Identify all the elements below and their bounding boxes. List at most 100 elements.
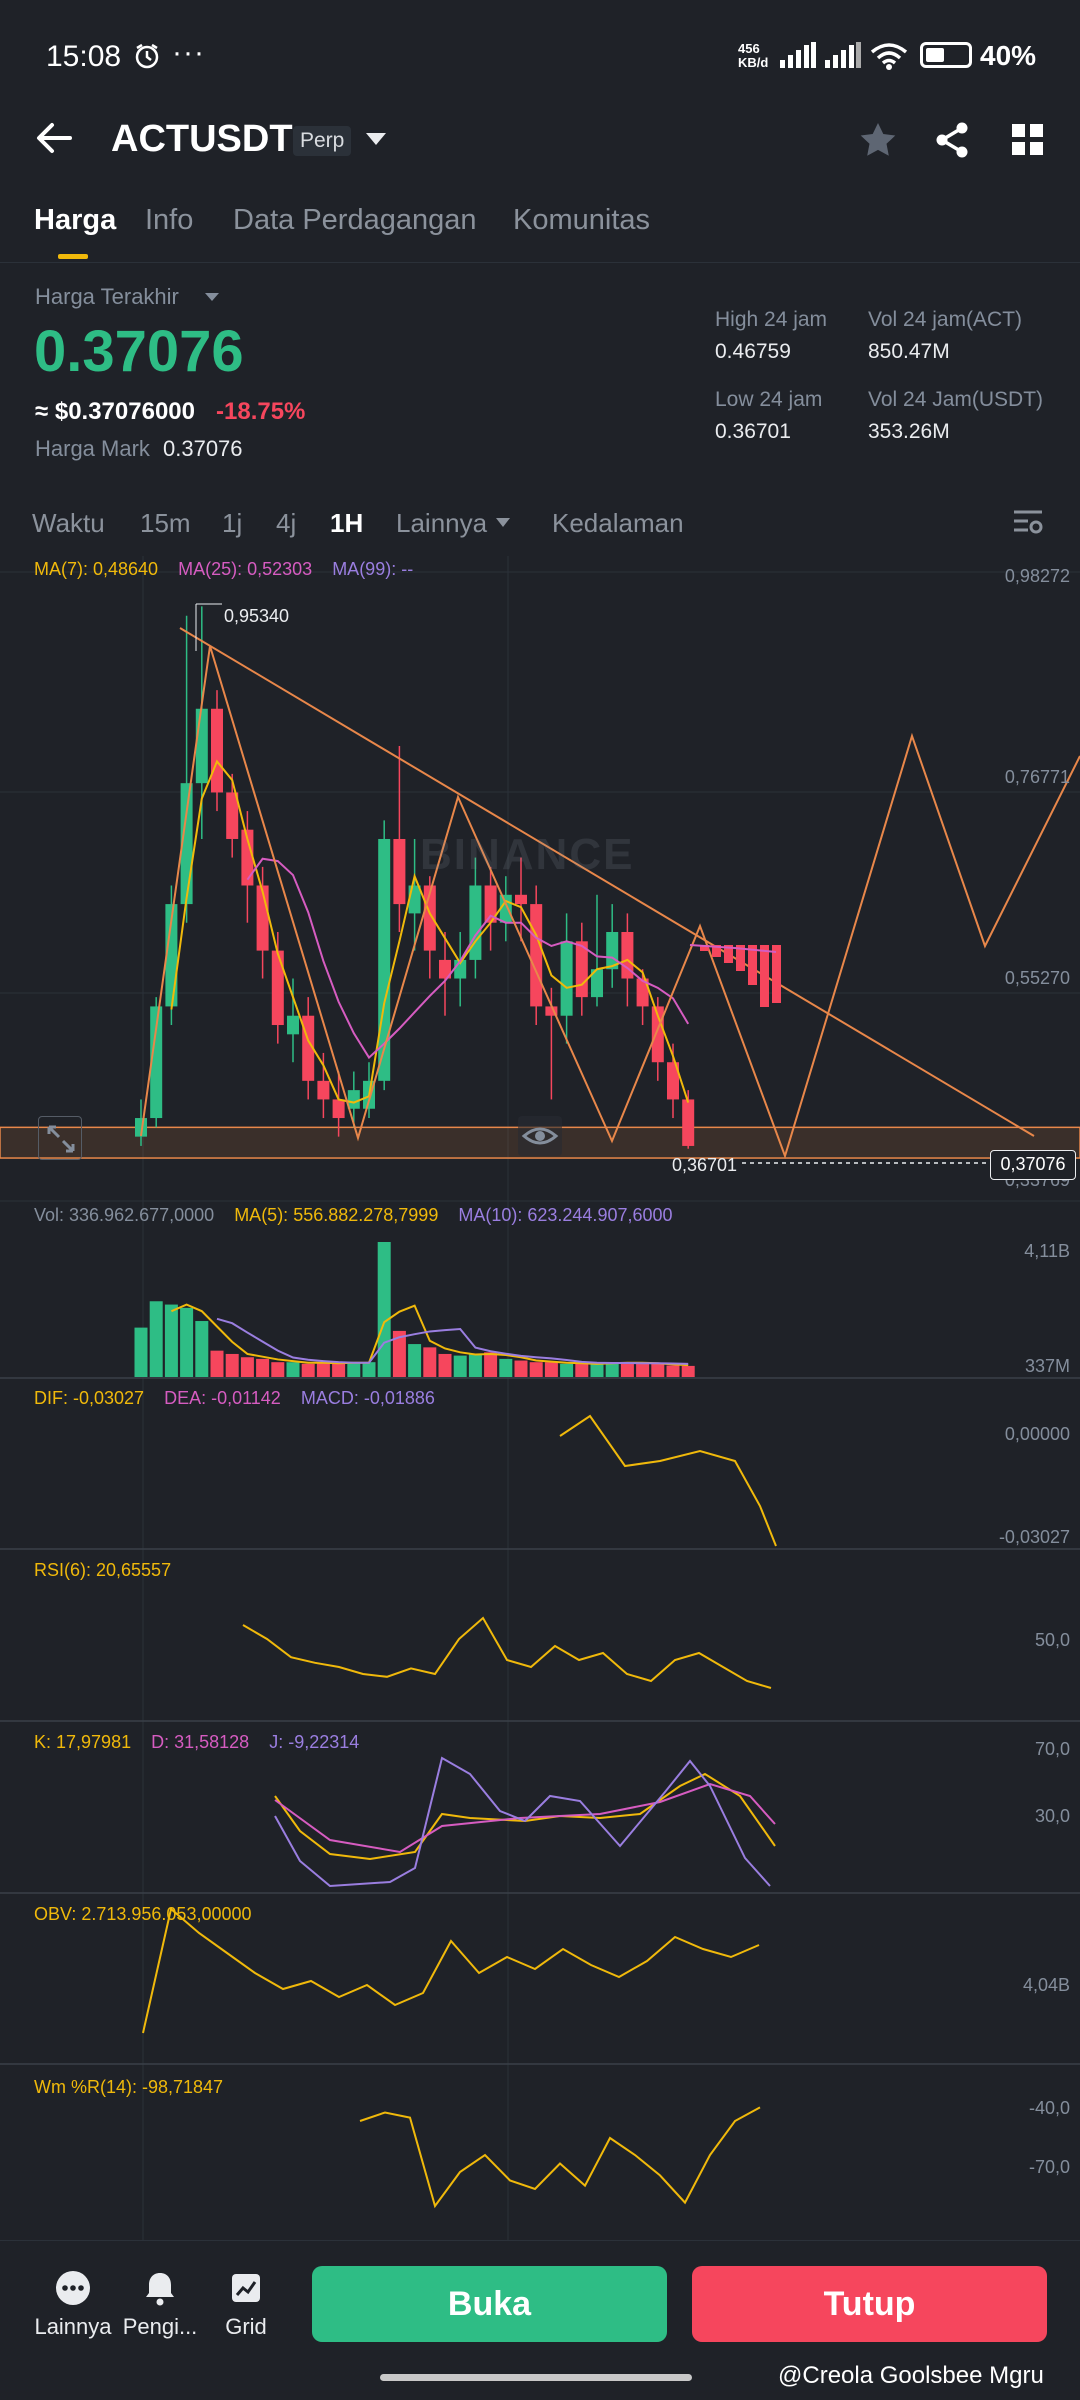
low-24h-value: 0.36701	[715, 420, 791, 443]
tf-1j[interactable]: 1j	[222, 508, 243, 538]
candle-body	[575, 941, 588, 998]
tf-lainnya[interactable]: Lainnya	[396, 508, 488, 538]
attribution-watermark: @Creola Goolsbee Mgru	[778, 2362, 1044, 2389]
volume-bar	[484, 1352, 498, 1377]
volume-bar	[651, 1363, 665, 1377]
share-icon[interactable]	[932, 120, 972, 160]
ma-legend: MA(7): 0,48640 MA(25): 0,52303 MA(99): -…	[34, 559, 413, 580]
axis-vol-1: 337M	[1024, 1356, 1070, 1376]
volume-bar	[164, 1304, 178, 1377]
volume-bar	[149, 1301, 163, 1377]
volume-bar	[210, 1350, 224, 1377]
volume-bar	[377, 1242, 391, 1377]
tf-4j[interactable]: 4j	[276, 508, 297, 538]
vol-ma5-label: MA(5): 556.882.278,7999	[234, 1205, 439, 1225]
nav-lainnya[interactable]: Lainnya	[25, 2268, 121, 2340]
wr-label: Wm %R(14): -98,71847	[34, 2077, 224, 2097]
candle-body	[636, 978, 649, 1007]
expand-icon[interactable]	[38, 1116, 82, 1160]
grid-trading-icon	[232, 2274, 260, 2302]
j-line	[274, 1756, 771, 1888]
candle-body	[484, 885, 497, 923]
volume-bar	[134, 1327, 148, 1377]
volume-bar	[544, 1362, 558, 1377]
candle-body	[241, 829, 254, 886]
vol-act-label: Vol 24 jam(ACT)	[868, 308, 1023, 331]
nav-pengingat-label: Pengi...	[122, 2314, 198, 2339]
candle-body	[332, 1099, 345, 1119]
nav-pengingat[interactable]: Pengi...	[112, 2268, 208, 2340]
vol-ma10-line	[216, 1317, 689, 1365]
nav-grid[interactable]: Grid	[198, 2268, 294, 2340]
candle-body	[271, 950, 284, 1026]
volume-bar	[453, 1355, 467, 1377]
chevron-down-icon[interactable]	[496, 518, 510, 527]
candle-body	[439, 959, 451, 979]
buka-button[interactable]: Buka	[312, 2266, 667, 2342]
tf-1h[interactable]: 1H	[330, 508, 364, 538]
chevron-down-icon[interactable]	[205, 293, 219, 301]
volume-bar	[620, 1362, 634, 1377]
rsi-legend: RSI(6): 20,65557	[34, 1560, 171, 1581]
grid-icon[interactable]	[1008, 120, 1048, 160]
axis-price-1: 0,76771	[1004, 767, 1070, 787]
ma7-label: MA(7): 0,48640	[34, 559, 159, 579]
tf-waktu[interactable]: Waktu	[32, 508, 105, 538]
kdj-legend: K: 17,97981 D: 31,58128 J: -9,22314	[34, 1732, 359, 1753]
candle-body	[545, 1006, 558, 1016]
ma99-label: MA(99): --	[332, 559, 414, 579]
tf-kedalaman[interactable]: Kedalaman	[552, 508, 684, 538]
candle-body	[393, 838, 406, 905]
vol-label: Vol: 336.962.677,0000	[34, 1205, 215, 1225]
zigzag-trendline	[140, 645, 1080, 1160]
tab-data-perdagangan[interactable]: Data Perdagangan	[233, 204, 477, 236]
tab-active-indicator	[58, 254, 88, 259]
nav-lainnya-label: Lainnya	[34, 2314, 112, 2339]
d-label: D: 31,58128	[151, 1732, 250, 1752]
tab-komunitas[interactable]: Komunitas	[513, 204, 651, 236]
candle-body	[667, 1062, 679, 1100]
axis-wr-0: -40,0	[1028, 2098, 1070, 2118]
current-price-tag[interactable]: 0,37076	[990, 1150, 1076, 1180]
star-icon[interactable]	[858, 120, 898, 160]
symbol-title[interactable]: ACTUSDT	[111, 118, 293, 160]
eye-icon[interactable]	[518, 1116, 562, 1156]
high-24h-label: High 24 jam	[715, 308, 828, 331]
macd-histogram-bar	[748, 945, 757, 985]
chart-settings-icon[interactable]	[1012, 508, 1044, 538]
volume-bar	[256, 1358, 270, 1377]
wr-line	[359, 2106, 761, 2209]
tab-info[interactable]: Info	[145, 204, 194, 236]
wifi-icon	[870, 43, 908, 70]
back-arrow-icon[interactable]	[34, 118, 74, 158]
last-price-label[interactable]: Harga Terakhir	[35, 284, 179, 309]
volume-bar	[423, 1347, 437, 1377]
candle-body	[347, 1090, 360, 1109]
dif-line	[559, 1414, 777, 1547]
candle-body	[135, 1118, 147, 1137]
macd-histogram-bar	[724, 945, 733, 963]
tab-harga[interactable]: Harga	[34, 204, 117, 236]
volume-bar	[347, 1362, 361, 1377]
volume-bar	[529, 1362, 543, 1377]
volume-bar	[195, 1321, 209, 1377]
axis-obv-0: 4,04B	[1022, 1975, 1070, 1995]
nav-grid-label: Grid	[225, 2314, 267, 2339]
tutup-button[interactable]: Tutup	[692, 2266, 1047, 2342]
volume-bar	[605, 1362, 619, 1377]
chevron-down-icon[interactable]	[366, 133, 386, 145]
volume-bar	[286, 1362, 300, 1377]
volume-bar	[271, 1362, 285, 1377]
candle-body	[150, 1006, 163, 1119]
axis-macd-0: 0,00000	[1004, 1424, 1070, 1444]
candle-body	[408, 885, 421, 914]
price-chart[interactable]	[0, 556, 1080, 2240]
rsi-label: RSI(6): 20,65557	[34, 1560, 172, 1580]
candle-body	[211, 708, 223, 793]
ma25-label: MA(25): 0,52303	[178, 559, 313, 579]
macd-histogram-bar	[700, 945, 709, 951]
volume-bar	[408, 1344, 422, 1377]
home-indicator[interactable]	[380, 2374, 692, 2381]
tf-15m[interactable]: 15m	[140, 508, 191, 538]
candle-body	[226, 792, 239, 839]
